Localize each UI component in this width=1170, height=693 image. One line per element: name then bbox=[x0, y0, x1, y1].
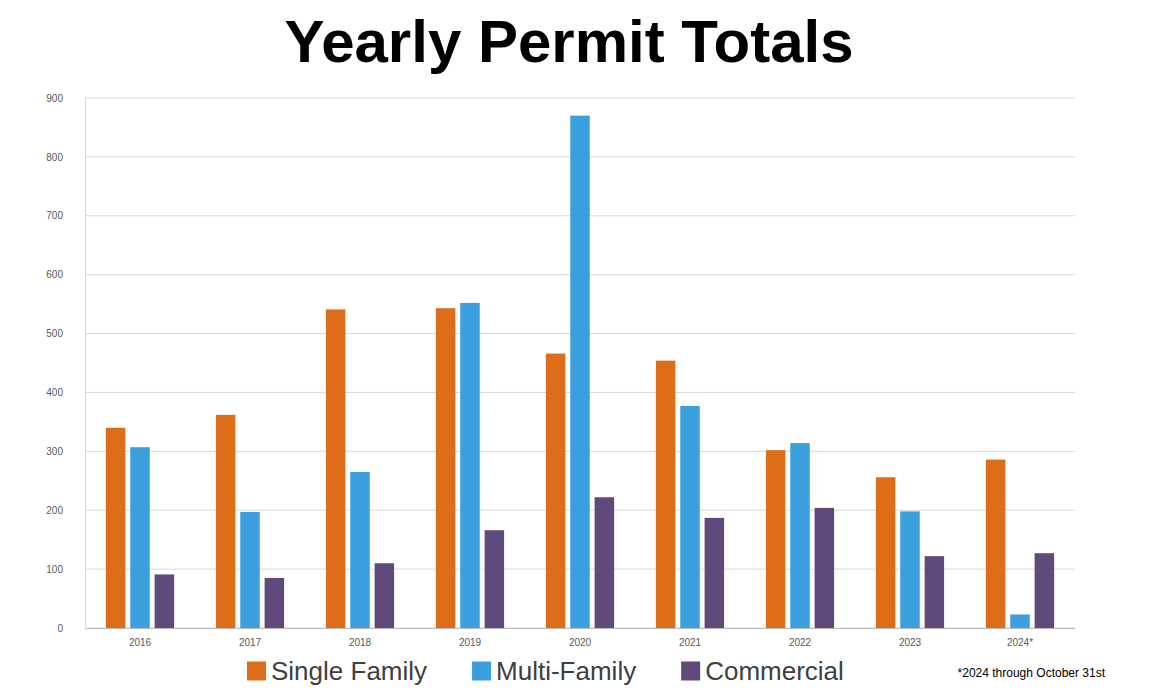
x-axis: 2016 2017 2018 2019 2020 2021 2022 2023 2024* bbox=[86, 628, 1076, 648]
y-tick: 600 bbox=[46, 269, 85, 280]
legend-item: Multi-Family bbox=[472, 656, 636, 686]
legend-item: Commercial bbox=[681, 656, 844, 686]
y-tick: 500 bbox=[46, 328, 85, 339]
title: Yearly Permit Totals bbox=[284, 8, 853, 75]
bar bbox=[436, 308, 455, 628]
y-tick-label: 800 bbox=[46, 152, 63, 163]
annotation: *2024 through October 31st bbox=[958, 666, 1106, 680]
bar bbox=[705, 518, 724, 628]
bar bbox=[656, 361, 675, 628]
y-tick: 400 bbox=[46, 387, 85, 398]
x-tick-label: 2021 bbox=[679, 637, 702, 648]
x-tick: 2020 bbox=[569, 628, 592, 648]
bar bbox=[570, 116, 589, 628]
y-tick-label: 0 bbox=[57, 623, 63, 634]
y-tick-label: 300 bbox=[46, 446, 63, 457]
legend: Single Family Multi-Family Commercial bbox=[247, 656, 844, 686]
bar bbox=[766, 450, 785, 628]
x-tick-label: 2019 bbox=[459, 637, 482, 648]
series bbox=[155, 497, 1054, 628]
y-tick: 0 bbox=[57, 623, 85, 634]
grid bbox=[85, 98, 1075, 628]
x-tick: 2022 bbox=[789, 628, 812, 648]
legend-swatch bbox=[681, 662, 700, 681]
y-tick-label: 100 bbox=[46, 564, 63, 575]
legend-label: Multi-Family bbox=[496, 656, 636, 686]
y-tick-label: 900 bbox=[46, 93, 63, 104]
x-tick-label: 2016 bbox=[129, 637, 152, 648]
x-tick-label: 2018 bbox=[349, 637, 372, 648]
x-tick-label: 2017 bbox=[239, 637, 262, 648]
y-tick: 100 bbox=[46, 564, 85, 575]
x-tick-label: 2023 bbox=[899, 637, 922, 648]
bar bbox=[986, 460, 1005, 628]
bar bbox=[106, 428, 125, 628]
bar bbox=[925, 556, 944, 628]
bar bbox=[326, 309, 345, 628]
x-tick: 2019 bbox=[459, 628, 482, 648]
legend-label: Single Family bbox=[271, 656, 427, 686]
bars bbox=[106, 116, 1054, 628]
y-tick: 800 bbox=[46, 152, 85, 163]
chart: Yearly Permit Totals 0 100 200 300 400 500 600 7… bbox=[0, 0, 1170, 693]
x-tick-label: 2024* bbox=[1007, 637, 1033, 648]
x-tick: 2018 bbox=[349, 628, 372, 648]
x-tick: 2023 bbox=[899, 628, 922, 648]
bar bbox=[876, 477, 895, 628]
legend-swatch bbox=[247, 662, 266, 681]
bar bbox=[790, 443, 809, 628]
bar bbox=[265, 578, 284, 628]
x-tick-label: 2022 bbox=[789, 637, 812, 648]
bar bbox=[1035, 553, 1054, 628]
series bbox=[130, 116, 1029, 628]
bar bbox=[460, 303, 479, 628]
bar bbox=[130, 447, 149, 628]
y-tick: 300 bbox=[46, 446, 85, 457]
y-tick: 700 bbox=[46, 210, 85, 221]
bar bbox=[155, 574, 174, 628]
x-tick: 2024* bbox=[1007, 628, 1033, 648]
x-axis-line bbox=[86, 628, 1076, 629]
x-tick-label: 2020 bbox=[569, 637, 592, 648]
y-tick-label: 400 bbox=[46, 387, 63, 398]
bar bbox=[350, 472, 369, 628]
bar bbox=[595, 497, 614, 628]
bar bbox=[216, 415, 235, 628]
y-tick-label: 200 bbox=[46, 505, 63, 516]
x-tick: 2016 bbox=[129, 628, 152, 648]
y-tick-label: 500 bbox=[46, 328, 63, 339]
x-tick: 2021 bbox=[679, 628, 702, 648]
x-tick: 2017 bbox=[239, 628, 262, 648]
bar bbox=[900, 511, 919, 628]
bar bbox=[546, 354, 565, 628]
y-axis: 0 100 200 300 400 500 600 700 800 900 bbox=[46, 93, 85, 634]
bar bbox=[815, 508, 834, 628]
legend-swatch bbox=[472, 662, 491, 681]
y-axis-line bbox=[85, 99, 86, 629]
y-tick: 900 bbox=[46, 93, 85, 104]
y-tick: 200 bbox=[46, 505, 85, 516]
series bbox=[106, 308, 1005, 628]
legend-label: Commercial bbox=[705, 656, 844, 686]
legend-item: Single Family bbox=[247, 656, 427, 686]
plot: 0 100 200 300 400 500 600 700 800 900 2016 2017 2018… bbox=[46, 93, 1075, 648]
bar bbox=[680, 406, 699, 628]
grid-line bbox=[85, 98, 1075, 99]
bar bbox=[375, 563, 394, 628]
y-tick-label: 600 bbox=[46, 269, 63, 280]
bar bbox=[240, 512, 259, 628]
bar bbox=[485, 530, 504, 628]
bar bbox=[1010, 614, 1029, 628]
y-tick-label: 700 bbox=[46, 210, 63, 221]
